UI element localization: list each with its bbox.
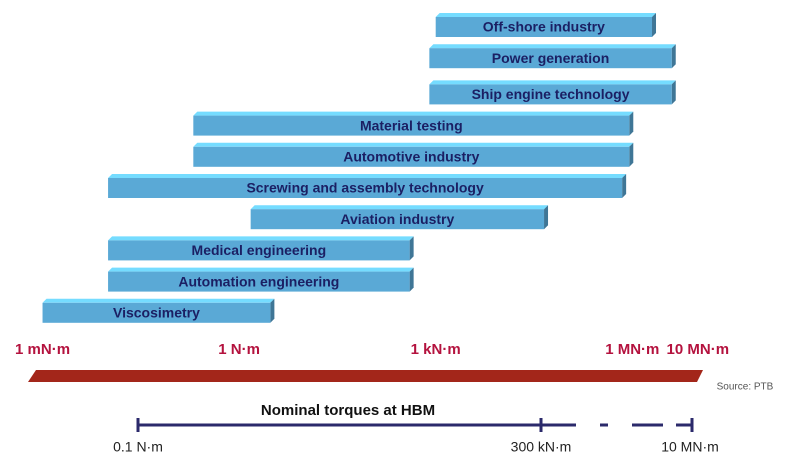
bar [429,84,672,105]
bar-top [193,142,634,147]
bar [108,178,623,198]
x-tick-label: 1 MN·m [605,341,659,358]
hbm-range: Nominal torques at HBM 0.1 N·m 300 kN·m … [113,402,719,455]
bar [108,271,410,292]
bar-top [429,80,676,85]
hbm-label: 0.1 N·m [113,439,163,455]
bar-top [429,44,676,49]
bar-top [42,298,275,303]
hbm-title: Nominal torques at HBM [261,402,435,419]
bar-label: Automation engineering [178,273,339,289]
axis-band [28,370,703,382]
bar-side [409,236,414,261]
bar [429,48,672,69]
bar [250,209,545,230]
hbm-label: 10 MN·m [661,439,719,455]
bar-side [622,174,627,198]
bar-top [108,267,414,272]
bar-label: Material testing [360,117,463,133]
bar-top [250,205,549,210]
bar-side [671,44,676,69]
bar-top [193,111,634,116]
bar-label: Ship engine technology [472,86,630,102]
source-note: Source: PTB [717,382,774,393]
bar-side [544,205,549,230]
bar-label: Off-shore industry [483,19,605,35]
bar-label: Viscosimetry [113,305,200,321]
bar-top [108,236,414,241]
x-tick-label: 10 MN·m [667,341,730,358]
hbm-label: 300 kN·m [511,439,572,455]
bar-label: Screwing and assembly technology [246,180,484,196]
bar-label: Power generation [492,50,609,66]
bar-side [629,111,634,136]
x-tick-label: 1 N·m [218,341,260,358]
bar-label: Aviation industry [340,211,454,227]
bar-top [435,13,657,17]
bar-side [409,267,414,292]
bar [435,17,653,37]
bar [193,146,630,167]
x-tick-label: 1 kN·m [411,341,461,358]
bar-side [629,142,634,167]
x-tick-label: 1 mN·m [15,341,70,358]
bar-side [671,80,676,105]
bar-side [652,13,657,37]
bar-label: Medical engineering [192,242,327,258]
bar-side [270,298,275,323]
bar [42,302,271,323]
bar-label: Automotive industry [343,149,479,165]
bar-top [108,174,627,178]
bar [193,115,630,136]
bar [108,240,410,261]
